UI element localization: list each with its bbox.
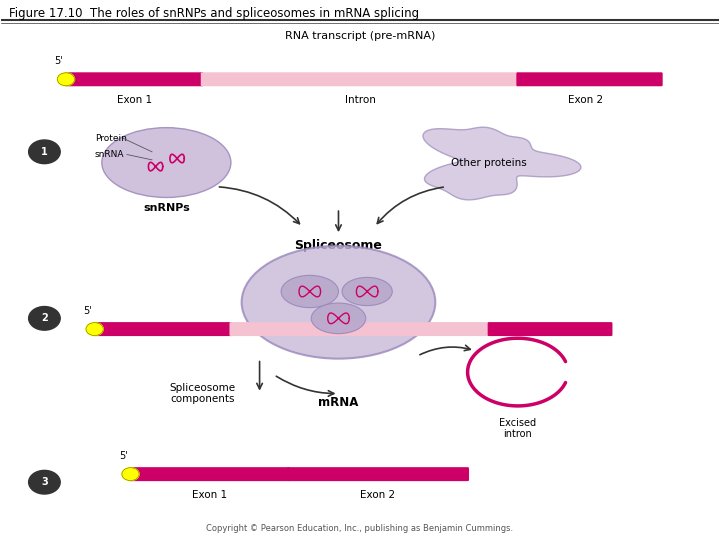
Text: 5': 5' xyxy=(83,306,92,316)
FancyBboxPatch shape xyxy=(516,72,662,86)
Circle shape xyxy=(122,468,139,481)
Text: Figure 17.10  The roles of snRNPs and spliceosomes in mRNA splicing: Figure 17.10 The roles of snRNPs and spl… xyxy=(9,6,419,19)
Circle shape xyxy=(29,140,60,164)
Text: 1: 1 xyxy=(41,147,48,157)
Text: 5': 5' xyxy=(119,451,127,461)
Text: Exon 2: Exon 2 xyxy=(361,490,395,500)
Text: Other proteins: Other proteins xyxy=(451,158,527,167)
FancyBboxPatch shape xyxy=(129,467,289,481)
Text: RNA transcript (pre-mRNA): RNA transcript (pre-mRNA) xyxy=(285,31,435,41)
Text: Copyright © Pearson Education, Inc., publishing as Benjamin Cummings.: Copyright © Pearson Education, Inc., pub… xyxy=(207,524,513,533)
Ellipse shape xyxy=(281,275,338,308)
Ellipse shape xyxy=(102,127,231,198)
FancyBboxPatch shape xyxy=(487,322,613,336)
FancyBboxPatch shape xyxy=(65,72,204,86)
Polygon shape xyxy=(423,127,581,200)
FancyBboxPatch shape xyxy=(201,72,519,86)
Text: snRNA: snRNA xyxy=(94,150,124,159)
Text: Intron: Intron xyxy=(345,96,375,105)
Ellipse shape xyxy=(342,278,392,306)
Text: Exon 1: Exon 1 xyxy=(192,490,227,500)
Text: Exon 2: Exon 2 xyxy=(568,96,603,105)
Text: Spliceosome: Spliceosome xyxy=(294,239,382,252)
Text: Protein: Protein xyxy=(94,134,127,143)
Text: 3: 3 xyxy=(41,477,48,487)
Circle shape xyxy=(29,307,60,330)
Circle shape xyxy=(58,73,75,86)
FancyBboxPatch shape xyxy=(93,322,233,336)
Text: Excised
intron: Excised intron xyxy=(499,418,536,440)
Ellipse shape xyxy=(311,303,366,334)
FancyBboxPatch shape xyxy=(287,467,469,481)
Ellipse shape xyxy=(242,246,436,359)
FancyBboxPatch shape xyxy=(230,322,490,336)
Text: 2: 2 xyxy=(41,313,48,323)
Text: mRNA: mRNA xyxy=(318,396,359,409)
Text: Spliceosome
components: Spliceosome components xyxy=(169,383,235,404)
Text: 5': 5' xyxy=(55,56,63,66)
Text: snRNPs: snRNPs xyxy=(143,203,190,213)
Text: Exon 1: Exon 1 xyxy=(117,96,152,105)
Circle shape xyxy=(86,322,103,335)
Circle shape xyxy=(29,470,60,494)
